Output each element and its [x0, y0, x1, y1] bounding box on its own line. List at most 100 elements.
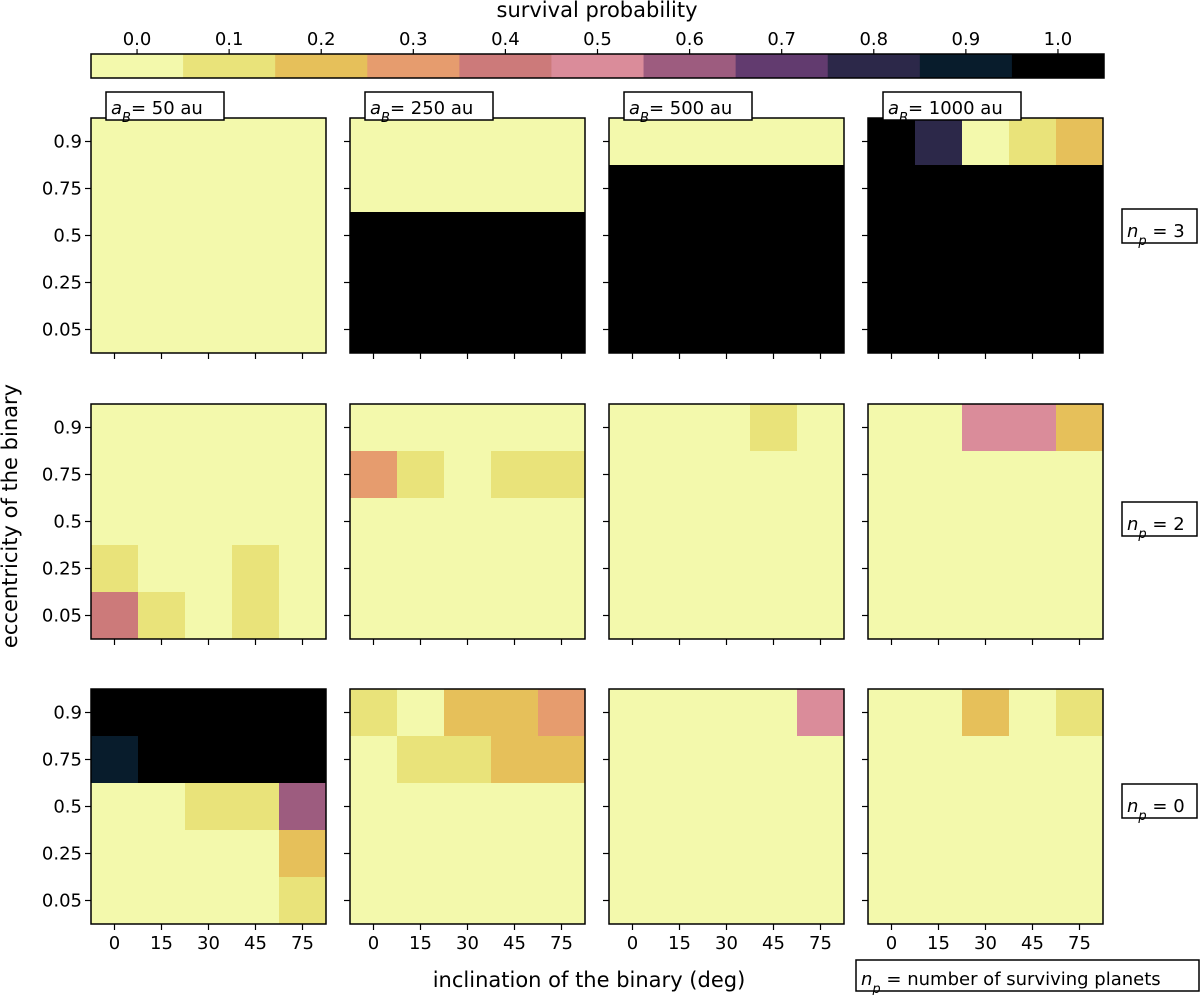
heatmap-cell [868, 592, 916, 640]
x-tick-label: 45 [1021, 933, 1044, 954]
y-tick-label: 0.9 [53, 703, 82, 724]
heatmap-cell [656, 306, 704, 354]
heatmap-cell [232, 259, 280, 307]
x-tick-label: 0 [886, 933, 897, 954]
heatmap-cell [279, 736, 327, 784]
heatmap-cell [350, 592, 398, 640]
heatmap-cell [185, 545, 233, 593]
heatmap-cell [491, 165, 539, 213]
heatmap-cell [868, 165, 916, 213]
row-label-2-label-subscript: p [1137, 809, 1146, 824]
heatmap-cell [750, 404, 798, 452]
row-label-0-label: np = 3 [1127, 221, 1185, 249]
heatmap-cell [538, 259, 586, 307]
heatmap-cell [538, 404, 586, 452]
heatmap-cell [609, 592, 657, 640]
heatmap-cell [138, 404, 186, 452]
legend-note-badge-label-subscript: p [871, 982, 880, 995]
heatmap-cell [491, 736, 539, 784]
x-tick-label: 0 [109, 933, 120, 954]
heatmap-cell [656, 877, 704, 925]
heatmap-cell [915, 404, 963, 452]
heatmap-panels [85, 117, 1104, 930]
heatmap-cell [397, 830, 445, 878]
heatmap-cell [703, 783, 751, 831]
panel-r1-c3 [862, 403, 1104, 645]
heatmap-cell [279, 259, 327, 307]
column-label-1: aB= 250 au [364, 91, 494, 126]
heatmap-cell [350, 830, 398, 878]
colorbar-tick-label: 0.7 [767, 29, 796, 50]
column-labels: aB= 50 au aB= 250 au aB= 500 au aB= 1000 au [105, 91, 1022, 126]
x-tick-labels: 0 15 30 45 75 0 15 30 45 75 0 15 30 45 75 0 15 30 45 75 [109, 933, 1091, 954]
heatmap-cell [185, 118, 233, 166]
y-tick-labels: 0.9 0.75 0.5 0.25 0.05 0.9 0.75 0.5 0.25 0.05 0.9 0… [42, 132, 82, 912]
heatmap-cell [915, 165, 963, 213]
heatmap-cell [656, 118, 704, 166]
heatmap-cell [232, 783, 280, 831]
colorbar-segment [459, 54, 552, 78]
heatmap-cell [962, 404, 1010, 452]
column-label-0-label-symbol: a [111, 98, 122, 119]
heatmap-cell [444, 404, 492, 452]
heatmap-cell [868, 689, 916, 737]
heatmap-cell [279, 118, 327, 166]
heatmap-cell [279, 689, 327, 737]
heatmap-cell [797, 212, 845, 260]
heatmap-cell [1009, 451, 1057, 499]
heatmap-cell [279, 306, 327, 354]
y-tick-label: 0.25 [42, 844, 82, 865]
y-tick-label: 0.5 [53, 226, 82, 247]
heatmap-cell [185, 259, 233, 307]
heatmap-cell [538, 736, 586, 784]
heatmap-cell [656, 545, 704, 593]
heatmap-cell [138, 451, 186, 499]
heatmap-cell [538, 212, 586, 260]
heatmap-cell [750, 451, 798, 499]
heatmap-cell [797, 689, 845, 737]
heatmap-cell [609, 259, 657, 307]
heatmap-cell [703, 165, 751, 213]
heatmap-cell [350, 118, 398, 166]
heatmap-cell [656, 830, 704, 878]
heatmap-cell [138, 498, 186, 546]
heatmap-cell [656, 451, 704, 499]
heatmap-cell [138, 212, 186, 260]
panel-r1-c0 [85, 403, 327, 645]
heatmap-cell [91, 212, 139, 260]
heatmap-cell [491, 689, 539, 737]
colorbar-segment [367, 54, 460, 78]
row-label-2: np = 0 [1121, 783, 1198, 824]
heatmap-cell [962, 545, 1010, 593]
colorbar-segment [827, 54, 921, 78]
heatmap-cell [279, 404, 327, 452]
row-label-0-label-text: = 3 [1147, 221, 1185, 242]
heatmap-cell [915, 118, 963, 166]
heatmap-cell [750, 736, 798, 784]
heatmap-cell [491, 259, 539, 307]
legend-note-badge-label-text: = number of surviving planets [881, 969, 1161, 990]
heatmap-cell [868, 451, 916, 499]
heatmap-cell [185, 404, 233, 452]
heatmap-cell [91, 783, 139, 831]
colorbar-segment [551, 54, 645, 78]
row-label-0: np = 3 [1121, 208, 1198, 249]
heatmap-cell [915, 259, 963, 307]
heatmap-cell [138, 165, 186, 213]
heatmap-cell [491, 306, 539, 354]
heatmap-cell [868, 736, 916, 784]
heatmap-cell [797, 736, 845, 784]
heatmap-cell [538, 830, 586, 878]
heatmap-cell [279, 783, 327, 831]
heatmap-cell [962, 877, 1010, 925]
heatmap-cell [962, 212, 1010, 260]
heatmap-cell [185, 498, 233, 546]
heatmap-cell [91, 592, 139, 640]
heatmap-cell [1009, 545, 1057, 593]
heatmap-cell [91, 736, 139, 784]
heatmap-cell [232, 498, 280, 546]
row-labels: np = 3np = 2np = 0 [1121, 208, 1198, 824]
x-tick-label: 45 [762, 933, 785, 954]
heatmap-cell [703, 212, 751, 260]
